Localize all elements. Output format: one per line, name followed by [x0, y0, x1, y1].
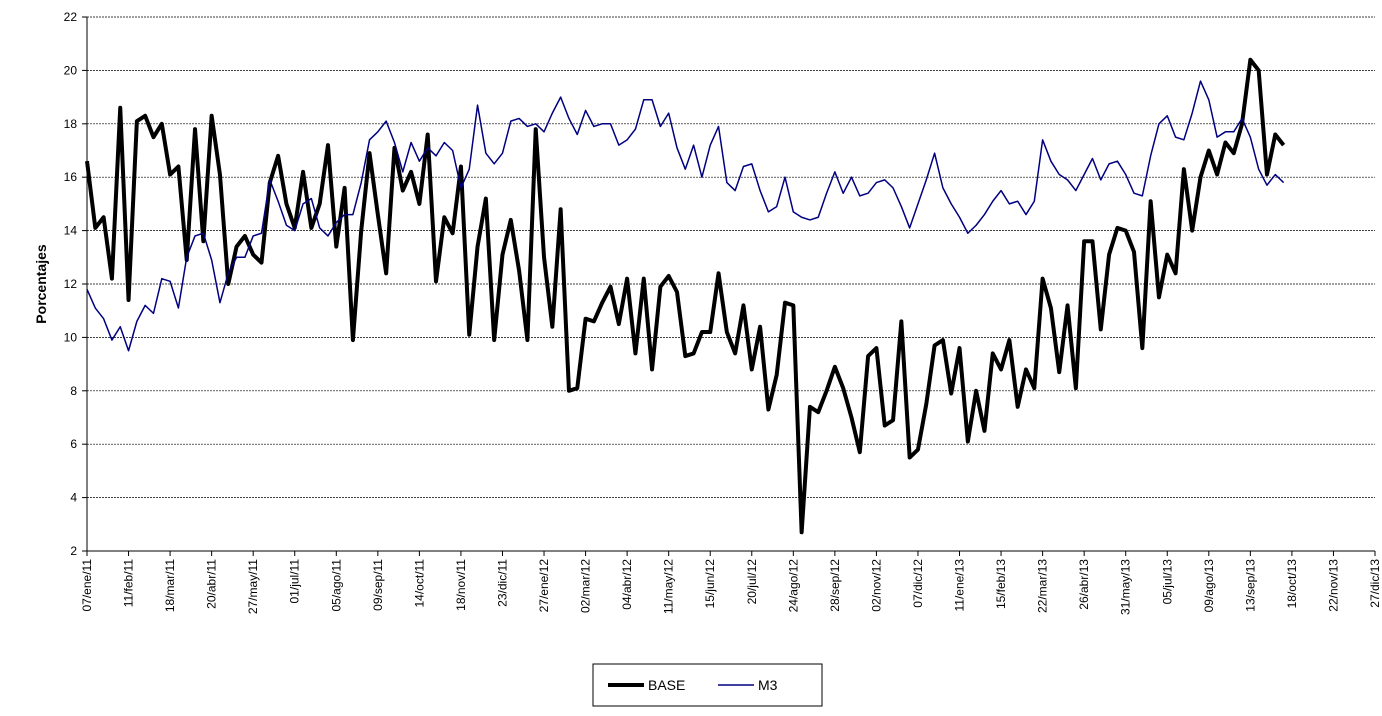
x-tick-label: 18/oct/13	[1285, 559, 1299, 609]
y-tick-label: 22	[64, 10, 78, 24]
x-tick-label: 27/dic/13	[1368, 559, 1382, 608]
x-tick-label: 26/abr/13	[1077, 559, 1091, 610]
x-tick-label: 01/jul/11	[288, 559, 302, 604]
legend-label: M3	[758, 677, 778, 693]
y-tick-label: 10	[64, 330, 78, 344]
x-tick-label: 05/ago/11	[329, 559, 343, 612]
x-tick-label: 07/ene/11	[80, 559, 94, 612]
legend: BASE M3	[592, 663, 823, 707]
x-tick-label: 09/sep/11	[371, 559, 385, 611]
x-tick-label: 27/ene/12	[537, 559, 551, 613]
x-tick-label: 09/ago/13	[1202, 559, 1216, 613]
x-tick-label: 15/jun/12	[703, 559, 717, 609]
x-tick-label: 22/mar/13	[1036, 559, 1050, 613]
y-tick-label: 4	[70, 491, 77, 505]
x-tick-label: 22/nov/13	[1326, 559, 1340, 612]
series-line	[86, 80, 1285, 352]
x-tick-label: 04/abr/12	[620, 559, 634, 610]
y-tick-label: 2	[70, 544, 77, 558]
x-tick-label: 20/jul/12	[745, 559, 759, 605]
x-tick-label: 02/nov/12	[869, 559, 883, 612]
x-tick-label: 11/may/12	[662, 559, 676, 614]
x-tick-label: 20/abr/11	[205, 559, 219, 609]
y-tick-label: 18	[64, 117, 78, 131]
x-tick-label: 11/feb/11	[122, 559, 136, 608]
x-tick-label: 02/mar/12	[579, 559, 593, 613]
y-tick-label: 8	[70, 384, 77, 398]
x-tick-label: 23/dic/11	[495, 559, 509, 607]
x-tick-label: 07/dic/12	[911, 559, 925, 608]
legend-label: BASE	[648, 677, 685, 693]
x-tick-label: 11/ene/13	[953, 559, 967, 612]
y-tick-label: 12	[64, 277, 78, 291]
y-tick-label: 20	[64, 63, 78, 77]
y-tick-label: 16	[64, 170, 78, 184]
x-tick-label: 18/mar/11	[163, 559, 177, 612]
x-tick-label: 05/jul/13	[1160, 559, 1174, 605]
x-tick-label: 18/nov/11	[454, 559, 468, 611]
x-tick-label: 28/sep/12	[828, 559, 842, 612]
x-tick-label: 14/oct/11	[412, 559, 426, 608]
x-tick-label: 24/ago/12	[786, 559, 800, 613]
x-tick-label: 15/feb/13	[994, 559, 1008, 609]
x-tick-label: 27/may/11	[246, 559, 260, 614]
y-tick-label: 6	[70, 437, 77, 451]
y-tick-label: 14	[64, 224, 78, 238]
x-tick-label: 13/sep/13	[1243, 559, 1257, 612]
y-axis-title: Porcentajes	[33, 244, 49, 324]
series-line	[85, 57, 1286, 535]
x-tick-label: 31/may/13	[1119, 559, 1133, 615]
